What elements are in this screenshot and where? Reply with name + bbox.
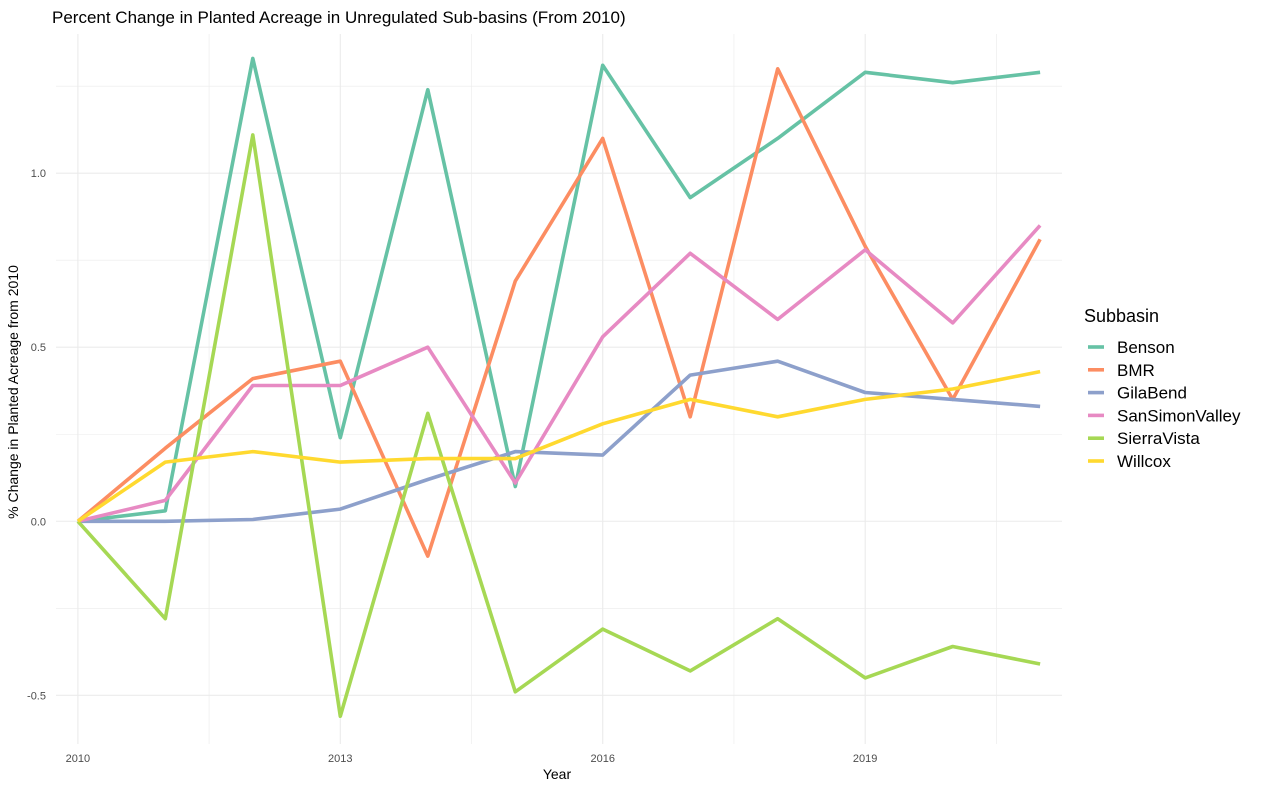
legend: Subbasin Benson BMR GilaBend SanSimonValley… <box>1084 306 1241 471</box>
y-axis-ticks: -0.5 0.0 0.5 1.0 <box>27 168 46 702</box>
legend-label-sierravista: SierraVista <box>1117 429 1200 448</box>
y-tick-label: 0.0 <box>31 516 46 528</box>
x-tick-label: 2013 <box>328 753 352 765</box>
y-tick-label: 0.5 <box>31 342 46 354</box>
series-line-gilabend <box>77 359 1041 524</box>
x-axis-title: Year <box>543 766 572 782</box>
chart-title: Percent Change in Planted Acreage in Unr… <box>52 8 626 27</box>
legend-label-willcox: Willcox <box>1117 452 1171 471</box>
legend-label-sansimonvalley: SanSimonValley <box>1117 406 1241 425</box>
series-line-willcox <box>76 369 1041 523</box>
y-tick-label: -0.5 <box>27 690 46 702</box>
legend-label-gilabend: GilaBend <box>1117 384 1187 403</box>
y-axis-title: % Change in Planted Acreage from 2010 <box>5 265 21 519</box>
x-tick-label: 2019 <box>853 753 877 765</box>
series-line-bmr <box>76 67 1042 558</box>
series-line-sansimonvalley <box>77 224 1042 524</box>
series-line-benson <box>77 56 1041 524</box>
x-tick-label: 2016 <box>590 753 614 765</box>
y-tick-label: 1.0 <box>31 168 46 180</box>
series-line-sierravista <box>76 133 1041 719</box>
legend-label-benson: Benson <box>1117 338 1175 357</box>
legend-label-bmr: BMR <box>1117 361 1155 380</box>
legend-title: Subbasin <box>1084 306 1159 326</box>
x-tick-label: 2010 <box>66 753 90 765</box>
series-lines <box>76 56 1042 719</box>
x-axis-ticks: 2010 2013 2016 2019 <box>66 753 878 765</box>
